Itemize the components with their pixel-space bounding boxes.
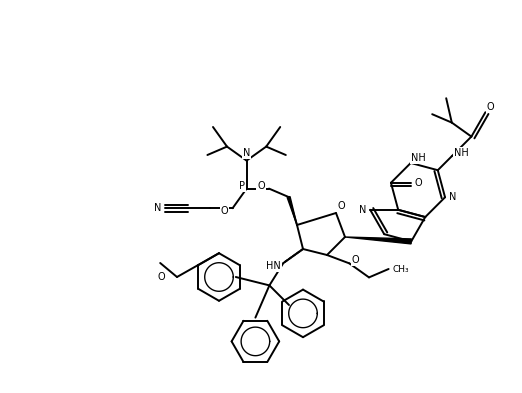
Text: N: N (449, 192, 457, 202)
Polygon shape (345, 237, 411, 244)
Text: O: O (415, 178, 422, 188)
Text: O: O (157, 272, 165, 282)
Text: NH: NH (455, 148, 469, 158)
Polygon shape (287, 196, 297, 225)
Text: O: O (337, 201, 345, 211)
Text: HN: HN (266, 261, 281, 271)
Text: NH: NH (411, 153, 426, 163)
Text: P: P (239, 181, 245, 191)
Text: N: N (153, 203, 161, 213)
Text: O: O (257, 181, 265, 191)
Text: N: N (243, 148, 250, 158)
Text: O: O (352, 255, 359, 265)
Text: O: O (221, 206, 229, 216)
Text: CH₃: CH₃ (393, 264, 409, 274)
Text: N: N (359, 205, 366, 215)
Text: O: O (487, 102, 494, 112)
